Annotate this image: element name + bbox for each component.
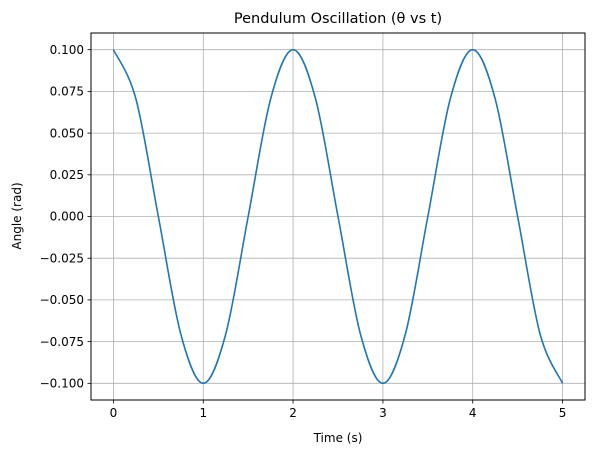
x-tick-label: 2 <box>289 406 297 420</box>
y-tick-label: −0.100 <box>40 377 84 391</box>
y-tick-label: −0.075 <box>40 335 84 349</box>
y-axis-ticks: 0.100 0.075 0.050 0.025 0.000 −0.025 −0.050 −0.… <box>40 43 91 391</box>
x-tick-label: 5 <box>559 406 567 420</box>
y-tick-label: 0.050 <box>50 126 84 140</box>
x-tick-label: 0 <box>110 406 118 420</box>
y-tick-label: 0.000 <box>50 210 84 224</box>
x-tick-label: 1 <box>199 406 207 420</box>
y-tick-label: −0.050 <box>40 293 84 307</box>
y-tick-label: 0.075 <box>50 85 84 99</box>
x-axis-label: Time (s) <box>313 431 363 445</box>
chart-title: Pendulum Oscillation (θ vs t) <box>234 11 442 27</box>
x-axis-ticks: 0 1 2 3 4 5 <box>110 400 567 420</box>
x-tick-label: 3 <box>379 406 387 420</box>
x-tick-label: 4 <box>469 406 477 420</box>
grid-lines <box>91 33 585 400</box>
y-axis-label: Angle (rad) <box>10 182 24 249</box>
series-line <box>112 48 564 385</box>
series-group <box>112 48 564 385</box>
y-tick-label: 0.025 <box>50 168 84 182</box>
y-tick-label: 0.100 <box>50 43 84 57</box>
y-tick-label: −0.025 <box>40 251 84 265</box>
